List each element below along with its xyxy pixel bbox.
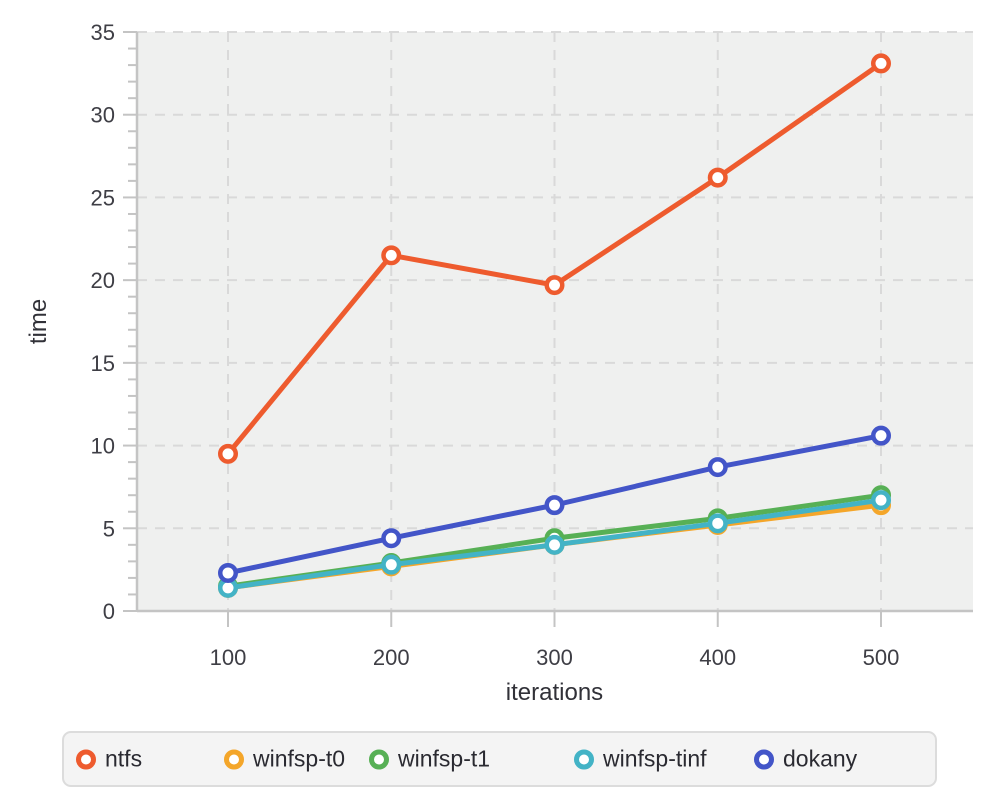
svg-text:35: 35 <box>91 20 115 45</box>
legend-label: winfsp-t0 <box>253 745 346 772</box>
svg-text:0: 0 <box>103 599 115 624</box>
y-axis-title: time <box>25 299 52 344</box>
legend-item-winfsp-t0[interactable]: winfsp-t0 <box>224 746 345 773</box>
legend-item-winfsp-t1[interactable]: winfsp-t1 <box>369 746 490 773</box>
legend-label: winfsp-t1 <box>398 745 491 772</box>
svg-text:200: 200 <box>373 645 410 670</box>
winfsp-t1-marker-icon <box>369 749 389 769</box>
legend: ntfs winfsp-t0 winfsp-t1 winfsp-tinf dok… <box>62 731 937 787</box>
dokany-marker-icon <box>754 749 774 769</box>
x-axis-title: iterations <box>506 679 603 706</box>
svg-text:20: 20 <box>91 268 115 293</box>
svg-text:500: 500 <box>863 645 900 670</box>
svg-text:100: 100 <box>210 645 247 670</box>
legend-label: ntfs <box>105 745 143 772</box>
legend-label: winfsp-tinf <box>603 745 707 772</box>
legend-item-winfsp-tinf[interactable]: winfsp-tinf <box>574 746 707 773</box>
legend-item-dokany[interactable]: dokany <box>754 746 857 773</box>
svg-text:25: 25 <box>91 185 115 210</box>
svg-text:10: 10 <box>91 434 115 459</box>
svg-text:15: 15 <box>91 351 115 376</box>
svg-text:300: 300 <box>536 645 573 670</box>
svg-text:5: 5 <box>103 516 115 541</box>
winfsp-t0-marker-icon <box>224 749 244 769</box>
legend-label: dokany <box>783 745 858 772</box>
svg-text:30: 30 <box>91 103 115 128</box>
ntfs-marker-icon <box>76 749 96 769</box>
winfsp-tinf-marker-icon <box>574 749 594 769</box>
legend-item-ntfs[interactable]: ntfs <box>76 746 142 773</box>
svg-text:400: 400 <box>699 645 736 670</box>
